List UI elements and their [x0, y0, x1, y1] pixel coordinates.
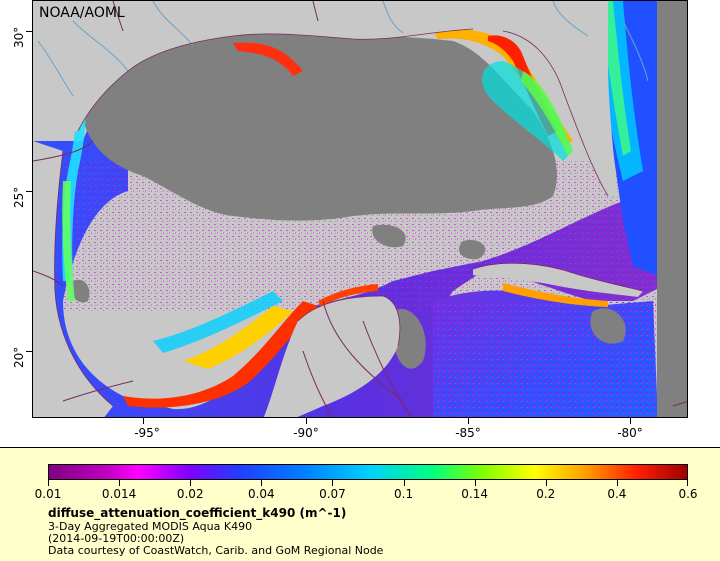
yucatan-north-band	[318, 284, 378, 307]
colorbar-tick-label: 0.01	[34, 487, 62, 501]
lat-label-20: 20°	[12, 346, 26, 368]
north-coast-band	[233, 42, 303, 76]
mexico-west-land	[33, 141, 113, 417]
nodata-east-strip	[657, 1, 687, 417]
caribbean-speckle	[433, 301, 658, 417]
colorbar-tick-label: 0.2	[536, 487, 556, 501]
colorbar-tick-label: 0.07	[319, 487, 346, 501]
texas-band-green	[62, 181, 75, 301]
us-gulf-land	[33, 1, 473, 141]
campeche-band-cyan	[153, 291, 283, 353]
lon-tickmark-95	[143, 418, 144, 424]
lat-label-30: 30°	[12, 26, 26, 48]
map-panel: NOAA/AOML	[32, 0, 688, 418]
lon-label-90: -90°	[293, 426, 319, 440]
colorbar-tickmark	[545, 480, 547, 486]
nodata-patch-3	[590, 308, 626, 344]
lon-tickmark-90	[306, 418, 307, 424]
florida-shelf-green	[521, 71, 573, 156]
colorbar-tick-label: 0.014	[101, 487, 137, 501]
colorbar-tickmark	[474, 480, 476, 486]
nodata-patch-2	[458, 240, 486, 260]
legend-date: (2014-09-19T00:00:00Z)	[48, 532, 185, 545]
colorbar-tickmark	[687, 480, 688, 486]
florida-shelf	[482, 61, 573, 161]
colorbar-tickmark	[616, 480, 618, 486]
rivers	[37, 1, 649, 97]
lat-tickmark-25	[26, 191, 32, 192]
lon-label-80: -80°	[617, 426, 643, 440]
colorbar-tickmark	[332, 480, 334, 486]
legend-credit: Data courtesy of CoastWatch, Carib. and …	[48, 544, 384, 557]
cloud-nodata	[83, 28, 557, 221]
colorbar	[48, 464, 688, 480]
atlantic-coastal-green	[601, 1, 631, 156]
colorbar-tick-label: 0.14	[461, 487, 489, 501]
colorbar-tick-label: 0.4	[607, 487, 627, 501]
lon-tickmark-80	[630, 418, 631, 424]
borders	[33, 1, 687, 417]
colorbar-tick-label: 0.1	[394, 487, 414, 501]
map-canvas	[33, 1, 687, 417]
colorbar-tickmark	[119, 480, 121, 486]
cuba-band	[503, 283, 608, 307]
lat-label-25: 25°	[12, 186, 26, 208]
cuba-land	[473, 263, 643, 297]
yucatan-land	[263, 296, 400, 417]
coastline	[54, 28, 644, 407]
colorbar-tickmark	[190, 480, 192, 486]
colorbar-tickmark	[48, 480, 49, 486]
legend-panel: 0.01 0.014 0.02 0.04 0.07 0.1 0.14 0.2 0.4 0.6 di…	[0, 447, 720, 561]
campeche-band-yellow	[183, 306, 293, 369]
campeche-band	[123, 301, 318, 408]
nodata-patch-1	[372, 224, 406, 248]
nodata-patch-5	[71, 279, 90, 303]
florida-land	[473, 1, 618, 196]
colorbar-tickmark	[403, 480, 405, 486]
nodata-patch-4	[392, 309, 426, 369]
colorbar-tick-label: 0.6	[678, 487, 698, 501]
lat-tickmark-20	[26, 351, 32, 352]
lon-label-85: -85°	[455, 426, 481, 440]
lat-tickmark-30	[26, 31, 32, 32]
legend-dataset: 3-Day Aggregated MODIS Aqua K490	[48, 520, 253, 533]
colorbar-tick-label: 0.04	[247, 487, 275, 501]
legend-title: diffuse_attenuation_coefficient_k490 (m^…	[48, 506, 347, 520]
lon-label-95: -95°	[134, 426, 160, 440]
colorbar-tick-label: 0.02	[176, 487, 204, 501]
colorbar-tickmark	[261, 480, 263, 486]
watermark-label: NOAA/AOML	[39, 5, 125, 21]
lon-tickmark-85	[468, 418, 469, 424]
